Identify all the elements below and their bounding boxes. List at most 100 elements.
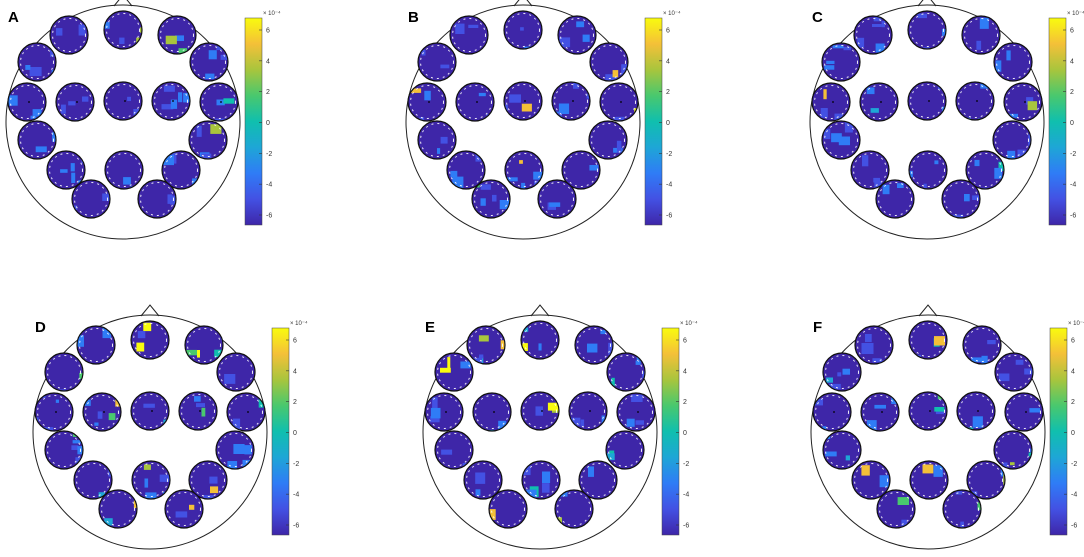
- colorbar-tick-label: 0: [1070, 120, 1074, 127]
- topomap-circle: [55, 82, 95, 122]
- topomap-circle: [472, 392, 512, 432]
- topomap-circle: [520, 320, 560, 360]
- topomap-circle: [34, 392, 74, 432]
- topomap-circle: [941, 179, 981, 219]
- colorbar-tick-label: 2: [293, 399, 297, 406]
- colorbar-tick-label: -6: [683, 523, 689, 530]
- colorbar-tick-label: -6: [1071, 523, 1077, 530]
- topomap-circle: [520, 391, 560, 431]
- colorbar-tick-label: 6: [293, 338, 297, 345]
- topomap-circle: [44, 430, 84, 470]
- colorbar-tick-label: 0: [293, 430, 297, 437]
- topomap-circle: [811, 82, 851, 122]
- topomap-circle: [551, 81, 591, 121]
- topomap-circle: [178, 391, 218, 431]
- colorbar-exponent-label: × 10⁻⁴: [663, 10, 681, 17]
- topomap-circle: [961, 15, 1001, 55]
- topomap-circle: [589, 42, 629, 82]
- head-outline: [810, 314, 1046, 550]
- topomap-circle: [942, 489, 982, 529]
- colorbar-tick-label: -2: [293, 461, 299, 468]
- topomap-circle: [1004, 392, 1044, 432]
- topomap-circle: [151, 81, 191, 121]
- topomap-circle: [876, 489, 916, 529]
- colorbar-tick-label: -2: [1071, 461, 1077, 468]
- panel-e: E × 10⁻⁴ 6 4 2 0 -2 -4 -6: [422, 304, 698, 550]
- colorbar-tick-label: 4: [666, 58, 670, 65]
- colorbar-exponent-label: × 10⁻⁴: [290, 320, 308, 327]
- panel-letter: B: [408, 9, 419, 26]
- topomap-circle: [189, 42, 229, 82]
- colorbar-tick-label: -2: [1070, 151, 1076, 158]
- topomap-circle: [851, 460, 891, 500]
- topomap-circle: [137, 179, 177, 219]
- nose-marker: [918, 304, 938, 317]
- topomap-circle: [554, 489, 594, 529]
- topomap-circle: [407, 82, 447, 122]
- colorbar-tick-label: -6: [666, 213, 672, 220]
- topomap-circle: [471, 179, 511, 219]
- colorbar-exponent-label: × 10⁻⁴: [680, 320, 698, 327]
- colorbar-tick-label: -2: [666, 151, 672, 158]
- colorbar-exponent-label: × 10⁻⁴: [1067, 10, 1084, 17]
- colorbar-tick-label: 0: [666, 120, 670, 127]
- topomap-circle: [854, 325, 894, 365]
- topomap-circle: [965, 150, 1005, 190]
- panel-d: D × 10⁻⁴ 6 4 2 0 -2 -4 -6: [32, 304, 308, 550]
- topomap-circle: [909, 460, 949, 500]
- topomap-circle: [226, 392, 266, 432]
- topomap-circle: [574, 325, 614, 365]
- topomap-circle: [424, 392, 464, 432]
- topomap-circle: [605, 430, 645, 470]
- colorbar-tick-label: 2: [1070, 89, 1074, 96]
- colorbar-tick-label: 6: [683, 338, 687, 345]
- topomap-circle: [131, 460, 171, 500]
- topomap-circle: [994, 352, 1034, 392]
- topomap-circle: [76, 325, 116, 365]
- topomap-circle: [434, 430, 474, 470]
- topomap-circle: [993, 430, 1033, 470]
- topomap-circle: [188, 120, 228, 160]
- colorbar-tick-label: 6: [666, 28, 670, 35]
- colorbar-exponent-label: × 10⁻⁴: [1068, 320, 1084, 327]
- panel-letter: E: [425, 319, 435, 336]
- nose-marker: [530, 304, 550, 317]
- topomap-circle: [417, 42, 457, 82]
- topomap-circle: [130, 320, 170, 360]
- colorbar-tick-label: -2: [683, 461, 689, 468]
- topomap-circle: [98, 489, 138, 529]
- colorbar-tick-label: -6: [293, 523, 299, 530]
- topomap-circle: [157, 15, 197, 55]
- topomap-circle: [561, 150, 601, 190]
- topomap-circle: [504, 150, 544, 190]
- colorbar-tick-label: 6: [266, 28, 270, 35]
- topomap-circle: [164, 489, 204, 529]
- colorbar: [1049, 327, 1068, 536]
- topomap-circle: [503, 10, 543, 50]
- topomap-circle: [956, 391, 996, 431]
- topomap-circle: [907, 81, 947, 121]
- topomap-circle: [606, 352, 646, 392]
- topomap-circle: [599, 82, 639, 122]
- topomap-circle: [466, 325, 506, 365]
- panel-a: A × 10⁻⁴ 6 4 2 0 -2 -4 -6: [5, 0, 281, 240]
- nose-marker: [113, 0, 133, 7]
- topomap-circle: [993, 42, 1033, 82]
- colorbar-tick-label: -4: [1071, 492, 1077, 499]
- topomap-circle: [908, 391, 948, 431]
- colorbar-tick-label: 4: [1071, 368, 1075, 375]
- topomap-circle: [199, 82, 239, 122]
- topomap-circle: [992, 120, 1032, 160]
- colorbar-tick-label: 4: [1070, 58, 1074, 65]
- colorbar-exponent-label: × 10⁻⁴: [263, 10, 281, 17]
- topomap-circle: [875, 179, 915, 219]
- colorbar: [244, 17, 263, 226]
- colorbar-tick-label: -6: [266, 213, 272, 220]
- colorbar-tick-label: 4: [293, 368, 297, 375]
- nose-marker: [917, 0, 937, 7]
- head-outline: [32, 314, 268, 550]
- colorbar-tick-label: 2: [683, 399, 687, 406]
- colorbar-tick-label: -4: [683, 492, 689, 499]
- panel-letter: C: [812, 9, 823, 26]
